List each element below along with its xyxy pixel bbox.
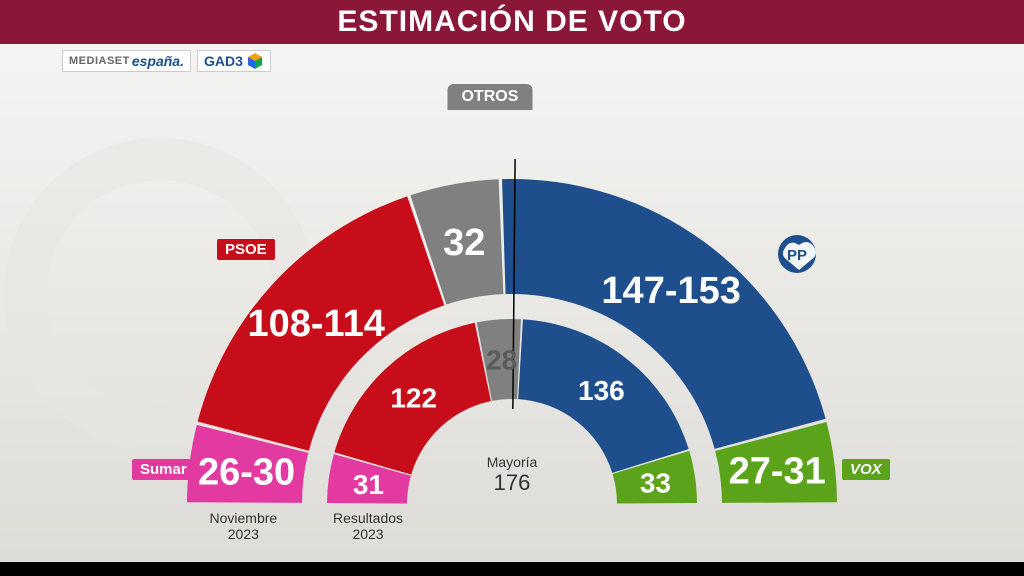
label-psoe: 108-114 bbox=[247, 303, 384, 345]
label-pp: 147-153 bbox=[601, 270, 740, 312]
caption-inner: Resultados 2023 bbox=[333, 510, 403, 542]
majority-value: 176 bbox=[487, 470, 538, 495]
label-vox: 27-31 bbox=[729, 450, 826, 492]
label-sumar: 26-30 bbox=[198, 451, 295, 493]
label-sumar: 31 bbox=[353, 469, 384, 500]
label-psoe: 122 bbox=[390, 382, 437, 413]
chart-area: MEDIASET españa. GAD3 OTROS 26-30108-114… bbox=[0, 44, 1024, 562]
page-title: ESTIMACIÓN DE VOTO bbox=[337, 5, 686, 38]
label-vox: 33 bbox=[640, 468, 671, 499]
header-bar: ESTIMACIÓN DE VOTO bbox=[0, 0, 1024, 44]
caption-outer: Noviembre 2023 bbox=[210, 510, 278, 542]
label-otros: 32 bbox=[443, 222, 485, 264]
pp-logo: PP bbox=[777, 234, 825, 279]
pp-icon: PP bbox=[777, 234, 825, 274]
svg-text:PP: PP bbox=[787, 247, 807, 264]
label-pp: 136 bbox=[578, 375, 625, 406]
vox-tag: VOX bbox=[842, 459, 890, 480]
majority-text: Mayoría bbox=[487, 454, 538, 470]
psoe-tag: PSOE bbox=[217, 239, 275, 260]
sumar-tag: Sumar bbox=[132, 459, 195, 480]
footer-stripe bbox=[0, 562, 1024, 576]
majority-label: Mayoría 176 bbox=[487, 454, 538, 495]
label-otros: 28 bbox=[486, 344, 517, 375]
